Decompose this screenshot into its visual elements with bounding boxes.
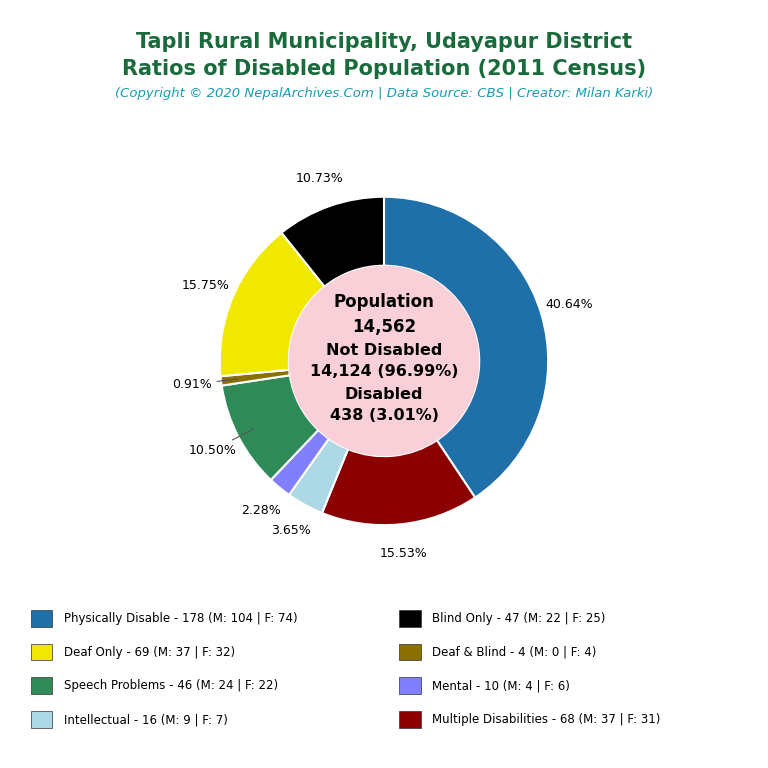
Text: Multiple Disabilities - 68 (M: 37 | F: 31): Multiple Disabilities - 68 (M: 37 | F: 3… xyxy=(432,713,660,726)
Text: 10.50%: 10.50% xyxy=(188,429,253,457)
Text: Tapli Rural Municipality, Udayapur District: Tapli Rural Municipality, Udayapur Distr… xyxy=(136,32,632,52)
Text: (Copyright © 2020 NepalArchives.Com | Data Source: CBS | Creator: Milan Karki): (Copyright © 2020 NepalArchives.Com | Da… xyxy=(115,88,653,100)
Text: Deaf & Blind - 4 (M: 0 | F: 4): Deaf & Blind - 4 (M: 0 | F: 4) xyxy=(432,646,597,658)
Text: 15.53%: 15.53% xyxy=(379,548,427,560)
Wedge shape xyxy=(222,376,319,480)
Text: Blind Only - 47 (M: 22 | F: 25): Blind Only - 47 (M: 22 | F: 25) xyxy=(432,612,606,624)
Text: Not Disabled
14,124 (96.99%): Not Disabled 14,124 (96.99%) xyxy=(310,343,458,379)
Wedge shape xyxy=(271,430,329,495)
Text: 10.73%: 10.73% xyxy=(296,171,344,184)
Wedge shape xyxy=(220,233,325,376)
Text: 15.75%: 15.75% xyxy=(182,279,230,292)
Wedge shape xyxy=(289,439,348,513)
Text: Ratios of Disabled Population (2011 Census): Ratios of Disabled Population (2011 Cens… xyxy=(122,59,646,79)
Text: Population
14,562: Population 14,562 xyxy=(333,293,435,336)
Wedge shape xyxy=(322,440,475,525)
Text: 3.65%: 3.65% xyxy=(271,525,310,538)
Text: 2.28%: 2.28% xyxy=(241,504,281,517)
Wedge shape xyxy=(220,370,290,386)
Wedge shape xyxy=(282,197,384,286)
Text: Intellectual - 16 (M: 9 | F: 7): Intellectual - 16 (M: 9 | F: 7) xyxy=(64,713,227,726)
Text: Speech Problems - 46 (M: 24 | F: 22): Speech Problems - 46 (M: 24 | F: 22) xyxy=(64,680,278,692)
Text: Mental - 10 (M: 4 | F: 6): Mental - 10 (M: 4 | F: 6) xyxy=(432,680,571,692)
Circle shape xyxy=(289,266,479,456)
Text: Deaf Only - 69 (M: 37 | F: 32): Deaf Only - 69 (M: 37 | F: 32) xyxy=(64,646,235,658)
Text: 0.91%: 0.91% xyxy=(172,378,238,391)
Text: Disabled
438 (3.01%): Disabled 438 (3.01%) xyxy=(329,387,439,423)
Text: Physically Disable - 178 (M: 104 | F: 74): Physically Disable - 178 (M: 104 | F: 74… xyxy=(64,612,297,624)
Wedge shape xyxy=(384,197,548,498)
Text: 40.64%: 40.64% xyxy=(545,298,593,311)
